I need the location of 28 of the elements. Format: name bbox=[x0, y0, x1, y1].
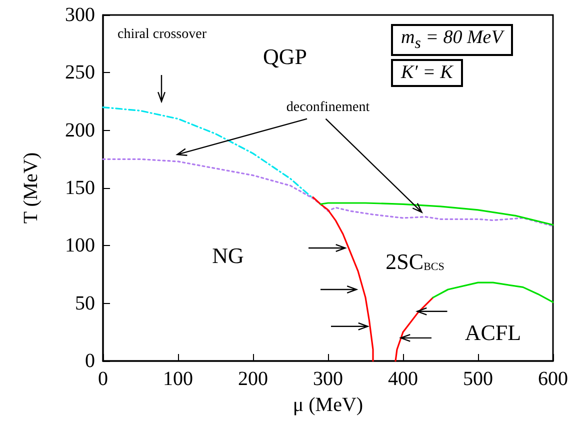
x-tick-label: 400 bbox=[388, 368, 418, 390]
annotation: chiral crossover bbox=[117, 27, 207, 43]
annotation: deconfinement bbox=[286, 100, 370, 116]
x-tick-label: 600 bbox=[538, 368, 568, 390]
annotation: QGP bbox=[262, 44, 308, 70]
line-series bbox=[432, 282, 554, 303]
line-series bbox=[394, 296, 434, 362]
y-tick-label: 50 bbox=[75, 292, 95, 314]
x-tick-label: 100 bbox=[163, 368, 193, 390]
y-tick-label: 200 bbox=[65, 119, 95, 142]
annotation: NG bbox=[212, 243, 244, 269]
y-tick-label: 150 bbox=[65, 177, 95, 199]
line-series bbox=[320, 202, 554, 226]
y-tick-label: 100 bbox=[65, 234, 95, 257]
annotation: K′ = K bbox=[391, 59, 463, 87]
annotation: m$_{s}$ = 80 MeV bbox=[391, 24, 513, 56]
annotation: ACFL bbox=[464, 320, 522, 346]
x-tick-label: 300 bbox=[313, 368, 343, 390]
x-tick-label: 500 bbox=[463, 368, 493, 390]
y-axis-title: T (MeV) bbox=[20, 152, 42, 224]
y-tick-label: 300 bbox=[65, 4, 95, 26]
line-series bbox=[102, 158, 554, 227]
y-tick-label: 250 bbox=[65, 62, 95, 84]
annotation: 2SC$_{BCS}$ bbox=[386, 249, 444, 275]
line-series bbox=[312, 196, 374, 362]
y-tick-label: 0 bbox=[85, 350, 95, 372]
x-tick-label: 200 bbox=[238, 368, 268, 390]
x-axis-title: μ (MeV) bbox=[292, 394, 364, 416]
